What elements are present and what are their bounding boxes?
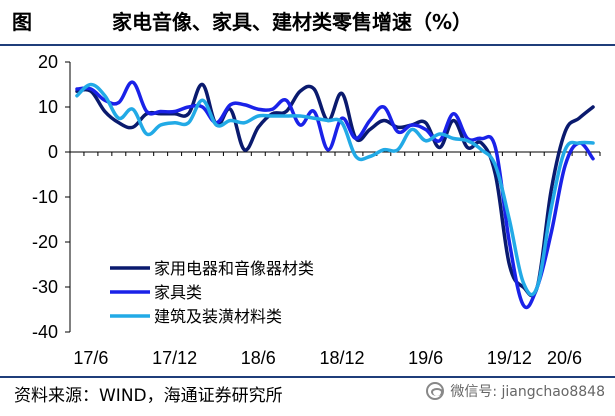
title-divider (0, 44, 615, 46)
title-text: 家电音像、家具、建材类零售增速（%） (112, 10, 473, 34)
chart-title: 图 家电音像、家具、建材类零售增速（%） (0, 0, 615, 44)
y-tick-label: 0 (48, 142, 58, 162)
series-line-building-materials (75, 82, 595, 297)
y-tick-label: -20 (32, 232, 58, 252)
watermark: 微信号: jiangchao8848 (426, 381, 605, 401)
y-tick-label: -30 (32, 277, 58, 297)
figure-label: 图 (12, 10, 32, 34)
x-tick-label: 18/12 (319, 348, 364, 368)
series-line-furniture (75, 80, 595, 310)
x-tick-label: 19/12 (487, 348, 532, 368)
watermark-text: 微信号: jiangchao8848 (450, 384, 605, 400)
y-tick-label: 10 (38, 97, 58, 117)
legend-label: 建筑及装潢材料类 (154, 307, 282, 326)
legend-label: 家用电器和音像器材类 (154, 259, 314, 278)
source-note: 资料来源：WIND，海通证券研究所 (14, 386, 283, 406)
wechat-icon (426, 382, 445, 400)
x-tick-label: 20/6 (547, 348, 582, 368)
x-tick-label: 17/12 (152, 348, 197, 368)
x-tick-label: 18/6 (241, 348, 276, 368)
series-line-appliances (75, 82, 595, 298)
y-tick-label: 20 (38, 52, 58, 72)
legend-label: 家具类 (154, 283, 202, 302)
footer-divider (0, 376, 615, 378)
x-tick-label: 19/6 (408, 348, 443, 368)
x-tick-label: 17/6 (73, 348, 108, 368)
y-tick-label: -10 (32, 187, 58, 207)
y-tick-label: -40 (32, 322, 58, 342)
line-chart: 20 10 0 -10 -20 -30 -40 17/6 17/12 18/6 18/12 19/6 1… (32, 52, 601, 368)
